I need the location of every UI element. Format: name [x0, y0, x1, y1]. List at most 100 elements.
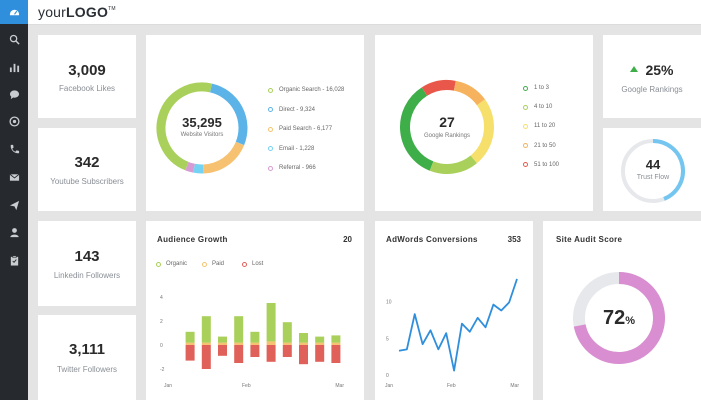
twitter-followers-label: Twitter Followers [56, 365, 117, 374]
logo-tm: TM [108, 6, 116, 12]
visitors-value: 35,295 [182, 115, 222, 130]
adwords-title: AdWords Conversions [386, 235, 478, 244]
audience-legend-item: Organic [156, 261, 187, 267]
rankings-value: 27 [439, 114, 455, 130]
visitors-legend-item: Direct - 9,324 [268, 107, 315, 113]
site-audit-arc [573, 272, 665, 364]
rankings-legend: 1 to 3 4 to 10 11 to 20 21 to 50 51 to 100 [523, 85, 583, 168]
sidebar-item-mentions[interactable] [0, 109, 28, 133]
trust-flow-card: 44 Trust Flow [603, 128, 701, 211]
audience-bar-paid [331, 342, 341, 345]
adwords-count: 353 [507, 235, 521, 244]
rankings-donut-chart [400, 80, 494, 174]
audience-y-tick: 4 [160, 295, 163, 301]
twitter-followers-value: 3,111 [69, 341, 105, 358]
rank-legend-marker [523, 85, 528, 91]
rank-legend-label: 4 to 10 [534, 104, 553, 111]
audience-bar-paid [250, 342, 260, 345]
google-rank-change-value: 25% [645, 62, 674, 78]
google-rank-change-card: 25% Google Rankings [603, 35, 701, 118]
rankings-label: Google Rankings [423, 133, 471, 139]
bar-chart-icon [9, 63, 19, 72]
at-sign-icon [8, 115, 20, 127]
adwords-y-tick: 10 [386, 300, 392, 306]
visitors-legend-item: Organic Search - 16,028 [268, 87, 344, 93]
adwords-y-tick: 0 [386, 373, 389, 379]
sidebar-item-calls[interactable] [0, 137, 28, 161]
adwords-conversions-card: AdWords Conversions 353 10 5 0 Jan Feb Mar [375, 221, 533, 400]
trend-up-icon [630, 66, 639, 72]
audience-x-tick: Jan [164, 383, 172, 389]
rank-donut-segment-1 [400, 87, 434, 171]
rank-legend-marker [523, 123, 528, 129]
sidebar-item-mail[interactable] [0, 165, 28, 189]
sidebar-item-search[interactable] [0, 27, 28, 51]
visitors-legend-label: Referral - 966 [279, 165, 316, 171]
user-icon [9, 227, 19, 237]
sidebar-item-messages[interactable] [0, 82, 28, 106]
audience-bar-lost [185, 345, 195, 361]
adwords-x-tick: Feb [447, 383, 456, 389]
site-audit-title: Site Audit Score [556, 235, 623, 244]
audience-bar-organic [250, 331, 260, 343]
clipboard-icon [10, 255, 18, 266]
sidebar-item-contacts[interactable] [0, 220, 28, 244]
rank-legend-marker [523, 104, 528, 110]
audience-legend-marker [202, 261, 207, 267]
audience-x-tick: Feb [242, 383, 251, 389]
youtube-subscribers-card: 342 Youtube Subscribers [38, 128, 136, 211]
visitors-donut-segment-4 [193, 163, 204, 174]
send-icon [9, 200, 19, 210]
visitors-donut-segment-5 [185, 161, 195, 173]
audience-bar-lost [299, 345, 308, 365]
rank-legend-item: 11 to 20 [523, 123, 555, 129]
facebook-likes-card: 3,009 Facebook Likes [38, 35, 136, 118]
site-audit-value-row: 72% [569, 307, 669, 330]
visitors-donut-segment-1 [156, 82, 212, 171]
visitors-legend-marker [268, 107, 273, 112]
audience-growth-count: 20 [343, 235, 352, 244]
audience-legend-label: Lost [252, 261, 264, 267]
linkedin-followers-value: 143 [74, 248, 100, 265]
adwords-x-tick: Mar [510, 383, 519, 389]
rank-donut-segment-4 [470, 99, 494, 164]
mail-icon [9, 173, 19, 181]
sidebar-item-send[interactable] [0, 193, 28, 217]
google-rank-change-label: Google Rankings [621, 85, 683, 94]
audience-y-tick: -2 [160, 367, 165, 373]
visitors-legend-marker [268, 87, 273, 93]
audience-legend-item: Paid [202, 261, 224, 267]
visitors-legend-label: Paid Search - 6,177 [279, 126, 333, 132]
trust-flow-label: Trust Flow [636, 174, 670, 181]
rank-donut-segment-5 [429, 155, 477, 174]
rank-legend-marker [523, 143, 528, 149]
visitors-legend-marker [268, 146, 273, 151]
audience-bar-lost [250, 345, 260, 357]
audience-bar-lost [201, 345, 211, 369]
visitors-legend-marker [268, 165, 273, 171]
visitors-legend: Organic Search - 16,028 Direct - 9,324 Pai… [268, 87, 360, 171]
audience-bar-organic [234, 316, 244, 343]
chat-icon [9, 89, 19, 99]
audience-bar-paid [218, 342, 227, 345]
audience-bar-paid [266, 341, 276, 345]
audience-legend-marker [242, 261, 247, 267]
sidebar-item-dashboard[interactable] [0, 0, 28, 24]
twitter-followers-card: 3,111 Twitter Followers [38, 315, 136, 400]
rank-legend-marker [523, 162, 528, 168]
audience-bar-paid [282, 342, 292, 345]
audience-legend-marker [156, 261, 161, 267]
visitors-donut-segment-3 [202, 141, 245, 174]
sidebar-item-reports[interactable] [0, 55, 28, 79]
linkedin-followers-card: 143 Linkedin Followers [38, 221, 136, 306]
rank-legend-item: 4 to 10 [523, 104, 552, 110]
audience-bar-lost [331, 345, 341, 363]
audience-bar-organic [266, 303, 276, 342]
sidebar-item-tasks[interactable] [0, 248, 28, 272]
google-rank-change-value-row: 25% [603, 62, 701, 78]
rank-legend-label: 11 to 20 [534, 123, 556, 130]
brand-logo[interactable]: yourLOGOTM [38, 4, 116, 20]
search-icon [9, 34, 20, 45]
audience-bar-lost [282, 345, 292, 357]
audience-bar-lost [266, 345, 276, 362]
